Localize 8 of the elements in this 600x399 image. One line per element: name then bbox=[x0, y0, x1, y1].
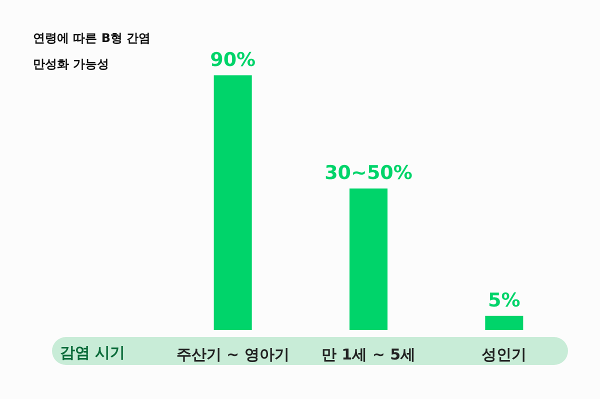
data-label: 30~50% bbox=[324, 162, 412, 184]
chart-title: 연령에 따른 B형 간염 만성화 가능성 bbox=[33, 31, 151, 71]
data-label: 90% bbox=[210, 48, 256, 71]
x-tick-label: 주산기 ~ 영아기 bbox=[176, 346, 290, 364]
data-label: 5% bbox=[488, 289, 520, 312]
x-tick-label: 만 1세 ~ 5세 bbox=[321, 346, 416, 364]
x-axis-title: 감염 시기 bbox=[60, 344, 125, 362]
x-tick-label: 성인기 bbox=[482, 346, 527, 364]
